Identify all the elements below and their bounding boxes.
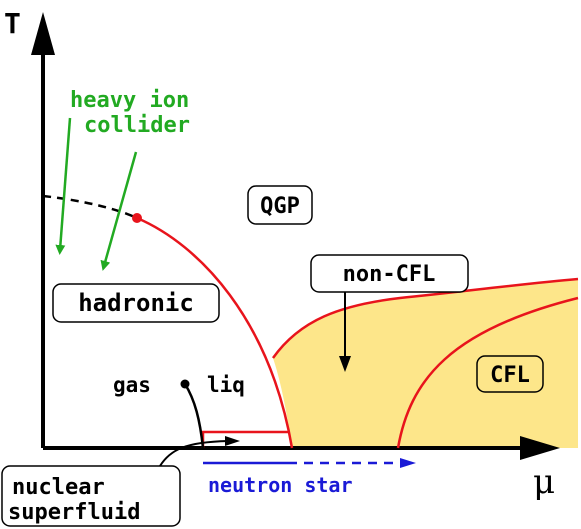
- nuclear-pointer-arrowhead: [225, 436, 240, 446]
- gas-label: gas: [113, 373, 151, 397]
- heavy-ion-arrow-left: [55, 117, 72, 255]
- heavy-ion-arrow-right: [100, 151, 138, 271]
- y-axis-label: T: [4, 7, 21, 40]
- neutron-star-label: neutron star: [208, 473, 353, 497]
- hadron-qgp-boundary: [136, 216, 294, 449]
- critical-point: [132, 213, 142, 223]
- cfl-label: CFL: [490, 363, 530, 388]
- heavy-ion-label-line2: collider: [84, 113, 190, 138]
- liquid-gas-critical-point: [180, 379, 190, 389]
- qgp-label: QGP: [260, 194, 300, 219]
- neutron-star-arrowhead: [400, 458, 416, 468]
- liquid-gas-line: [183, 383, 205, 449]
- non-cfl-label: non-CFL: [343, 262, 436, 287]
- x-axis-label: μ: [533, 462, 555, 502]
- nuclear-box: [1, 465, 181, 527]
- nuclear-pointer-line: [159, 440, 229, 467]
- liq-label: liq: [207, 373, 245, 397]
- y-axis-arrowhead: [31, 12, 55, 55]
- hadronic-box: [52, 283, 220, 323]
- hadronic-label: hadronic: [78, 289, 194, 317]
- heavy-ion-label-line1: heavy ion: [70, 88, 189, 113]
- nuclear-label-line1: nuclear: [12, 475, 105, 500]
- cfl-box: [476, 355, 544, 393]
- non-cfl-box: [310, 254, 469, 293]
- crossover-line: [42, 194, 138, 220]
- qgp-box: [247, 185, 313, 225]
- nuclear-matter-boundary: [201, 430, 289, 448]
- non-cfl-pointer-arrowhead: [339, 356, 351, 372]
- nuclear-label-line2: superfluid: [8, 500, 140, 525]
- cfl-boundary: [396, 296, 579, 449]
- x-axis-arrowhead: [520, 436, 560, 460]
- color-superconducting-region: [273, 279, 578, 448]
- non-cfl-boundary: [271, 277, 579, 359]
